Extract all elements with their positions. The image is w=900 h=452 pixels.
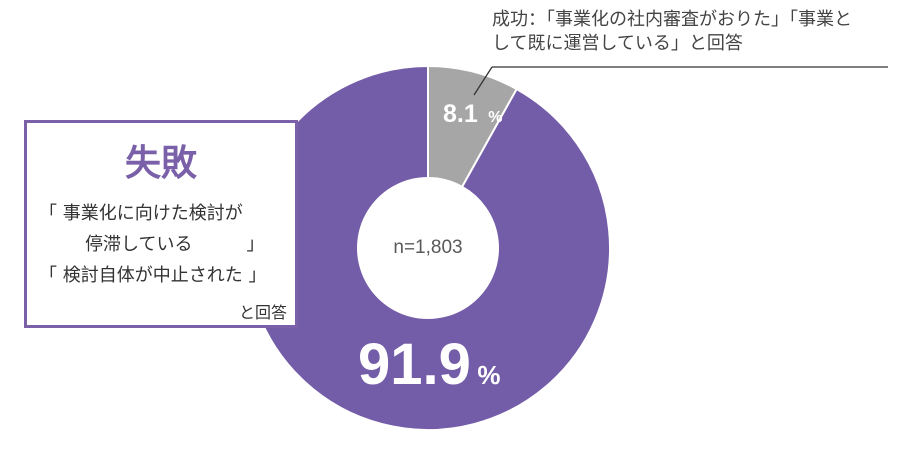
- failure-line-2: 停滞している 」: [85, 234, 265, 255]
- success-value-label: 8.1 %: [443, 100, 502, 128]
- failure-value: 91.9: [358, 332, 471, 397]
- failure-title: 失敗: [124, 143, 197, 184]
- success-annotation: 成功：「事業化の社内審査がおりた」「事業と して既に運営している」と回答: [492, 8, 892, 56]
- success-annotation-line-2: して既に運営している」と回答: [492, 33, 743, 54]
- success-annotation-line-1: 成功：「事業化の社内審査がおりた」「事業と: [492, 9, 852, 30]
- success-value: 8.1: [443, 100, 478, 128]
- donut-slices: [245, 64, 611, 431]
- sample-size-label: n=1,803: [393, 237, 462, 258]
- failure-unit: %: [477, 360, 500, 390]
- failure-line-3: 「 検討自体が中止された 」: [39, 265, 267, 286]
- failure-value-label: 91.9 %: [358, 332, 500, 397]
- success-leader-line: [473, 66, 493, 96]
- failure-callout-box: 失敗 「 事業化に向けた検討が 停滞している 」 「 検討自体が中止された 」 …: [24, 120, 298, 328]
- failure-line-1: 「 事業化に向けた検討が: [39, 203, 243, 224]
- failure-line-4: と回答: [238, 303, 287, 322]
- success-unit: %: [488, 109, 502, 126]
